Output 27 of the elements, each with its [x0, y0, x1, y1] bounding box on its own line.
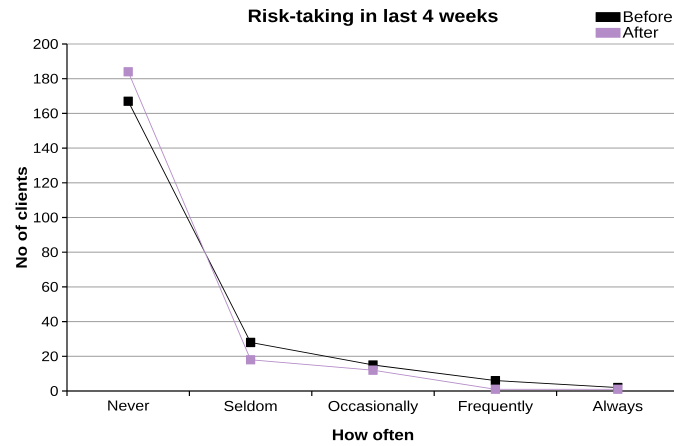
y-tick-label: 0	[50, 386, 58, 396]
x-tick-label: Frequently	[459, 400, 534, 414]
point	[490, 384, 500, 394]
legend-label: Before	[624, 10, 672, 22]
y-tick-label: 60	[42, 282, 58, 292]
legend-label: After	[622, 26, 658, 38]
point	[124, 96, 133, 106]
point	[246, 355, 256, 364]
point	[246, 338, 256, 348]
x-tick-label: Never	[108, 400, 150, 411]
y-tick-label: 140	[34, 143, 58, 154]
y-tick-label: 40	[42, 316, 58, 327]
y-tick-label: 180	[34, 74, 58, 84]
x-tick-label: Occasionally	[328, 400, 418, 414]
y-tick-label: 200	[34, 39, 58, 49]
x-axis-title: How often	[332, 428, 414, 440]
x-tick-label: Seldom	[224, 400, 277, 412]
y-tick-label: 80	[42, 247, 58, 258]
y-tick-label: 100	[34, 212, 58, 222]
y-tick-label: 120	[34, 178, 58, 188]
point	[368, 366, 378, 375]
chart-title: Risk-taking in last 4 weeks	[248, 8, 498, 26]
y-tick-label: 20	[42, 351, 58, 362]
point	[124, 67, 133, 76]
x-tick-label: Always	[592, 400, 642, 414]
y-axis-title: No of clients	[16, 167, 27, 268]
y-tick-label: 160	[34, 108, 58, 118]
